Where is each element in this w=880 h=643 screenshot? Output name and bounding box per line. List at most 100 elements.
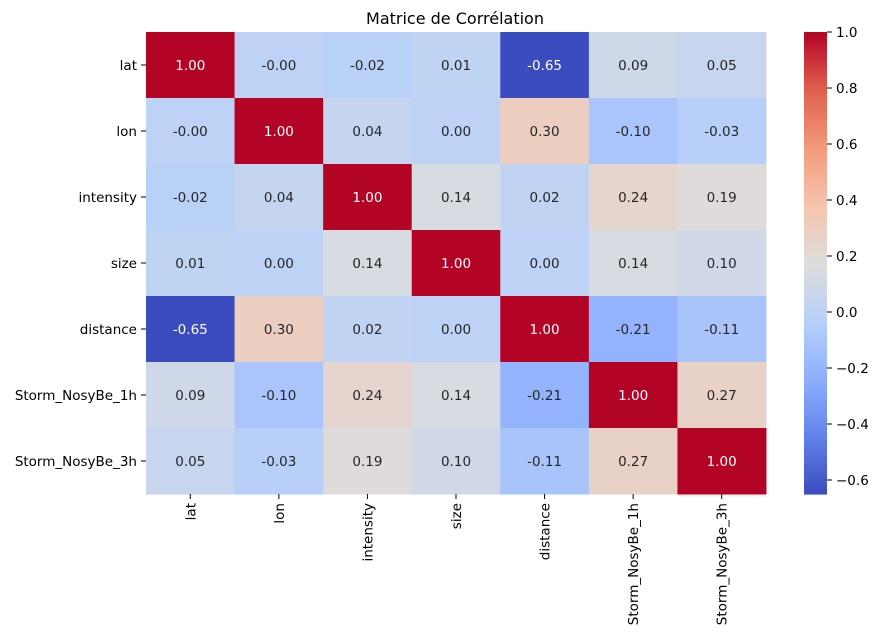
colorbar-segment (804, 286, 827, 291)
heatmap-cell-lat-lat (146, 32, 236, 99)
colorbar-segment (804, 143, 827, 149)
colorbar-segment (804, 432, 827, 437)
colorbar-segment (804, 43, 827, 48)
heatmap-cell-lon-size (411, 98, 501, 165)
colorbar-segment (804, 247, 827, 253)
colorbar-segment (804, 486, 827, 491)
heatmap-cell-Storm_NosyBe_1h-intensity (323, 362, 413, 429)
cell-value-label: 0.01 (441, 58, 471, 74)
colorbar-segment (804, 162, 827, 168)
colorbar-segment (804, 93, 827, 99)
colorbar-segment (804, 47, 827, 52)
y-tick-label: Storm_NosyBe_3h (15, 454, 137, 470)
heatmap-cell-intensity-Storm_NosyBe_1h (588, 164, 678, 231)
heatmap-cell-Storm_NosyBe_3h-Storm_NosyBe_3h (677, 428, 767, 495)
colorbar-segment (804, 343, 827, 349)
colorbar-segment (804, 409, 827, 414)
heatmap-cell-distance-distance (500, 296, 590, 363)
colorbar-segment (804, 390, 827, 395)
colorbar-segment (804, 255, 827, 260)
colorbar-segment (804, 101, 827, 106)
x-axis: lat lon intensity size distance Storm_NosyBe_… (183, 494, 731, 625)
y-tick-label: intensity (78, 190, 137, 206)
colorbar-segment (804, 393, 827, 399)
heatmap-cell-size-lon (234, 230, 324, 297)
colorbar-segment (804, 382, 827, 387)
colorbar-segment (804, 193, 827, 199)
cell-value-label: 1.00 (352, 190, 382, 206)
chart-title: Matrice de Corrélation (366, 9, 544, 28)
colorbar-segment (804, 151, 827, 156)
heatmap-cell-lat-lon (234, 32, 324, 99)
colorbar-segment (804, 340, 827, 345)
cell-value-label: 0.19 (352, 454, 382, 470)
colorbar-segment (804, 386, 827, 391)
colorbar-segment (804, 120, 827, 125)
heatmap-cell-size-lat (146, 230, 236, 297)
colorbar-segment (804, 116, 827, 122)
cell-value-label: 0.05 (707, 58, 737, 74)
x-tick-label: Storm_NosyBe_1h (626, 503, 642, 625)
cell-value-label: 0.04 (352, 124, 382, 140)
x-tick-label: size (449, 503, 465, 529)
cell-value-label: -0.03 (704, 124, 739, 140)
heatmap-cell-Storm_NosyBe_1h-size (411, 362, 501, 429)
colorbar-segment (804, 328, 827, 333)
colorbar-segment (804, 155, 827, 160)
cell-value-label: 0.02 (530, 190, 560, 206)
heatmap-cell-intensity-distance (500, 164, 590, 231)
colorbar-segment (804, 436, 827, 441)
colorbar-segment (804, 78, 827, 83)
cell-value-label: 0.14 (441, 190, 471, 206)
heatmap-cell-lat-intensity (323, 32, 413, 99)
colorbar-segment (804, 440, 827, 445)
colorbar-segment (804, 359, 827, 364)
colorbar-segment (804, 490, 827, 495)
heatmap-cell-lon-lat (146, 98, 236, 165)
heatmap-cell-distance-Storm_NosyBe_1h (588, 296, 678, 363)
heatmap-cell-lon-Storm_NosyBe_1h (588, 98, 678, 165)
cell-value-label: 0.14 (441, 388, 471, 404)
cell-value-label: -0.03 (261, 454, 296, 470)
heatmap-cell-Storm_NosyBe_1h-Storm_NosyBe_3h (677, 362, 767, 429)
heatmap-cell-Storm_NosyBe_3h-distance (500, 428, 590, 495)
colorbar-segment (804, 135, 827, 141)
cell-value-label: -0.11 (704, 322, 739, 338)
colorbar-segment (804, 58, 827, 64)
colorbar-segment (804, 413, 827, 418)
colorbar-segment (804, 236, 827, 241)
cell-value-label: -0.21 (527, 388, 562, 404)
colorbar-segment (804, 355, 827, 360)
cell-value-label: 0.27 (707, 388, 737, 404)
colorbar-segment (804, 243, 827, 249)
colorbar-segment (804, 420, 827, 426)
colorbar-segment (804, 324, 827, 330)
colorbar-segment (804, 297, 827, 303)
colorbar-segment (804, 424, 827, 430)
heatmap-cell-lat-distance (500, 32, 590, 99)
colorbar-segment (804, 474, 827, 480)
colorbar-segment (804, 470, 827, 476)
colorbar-segment (804, 459, 827, 464)
colorbar-segment (804, 147, 827, 152)
cell-value-label: 0.24 (352, 388, 382, 404)
colorbar-segment (804, 305, 827, 310)
colorbar-segment (804, 428, 827, 433)
cell-value-label: 0.00 (530, 256, 560, 272)
colorbar-segment (804, 189, 827, 195)
heatmap-cell-intensity-lat (146, 164, 236, 231)
colorbar-segment (804, 363, 827, 368)
colorbar-segment (804, 212, 827, 218)
colorbar-segment (804, 347, 827, 353)
colorbar-tick-label: −0.2 (836, 361, 869, 377)
colorbar-segment (804, 139, 827, 145)
heatmap-cell-Storm_NosyBe_3h-intensity (323, 428, 413, 495)
heatmap-cell-distance-Storm_NosyBe_3h (677, 296, 767, 363)
heatmap-cell-Storm_NosyBe_3h-Storm_NosyBe_1h (588, 428, 678, 495)
heatmap-cell-size-size (411, 230, 501, 297)
colorbar: 1.0 0.8 0.6 0.4 0.2 0.0 −0.2 −0.4 −0.6 (804, 25, 869, 495)
cell-value-label: 0.00 (264, 256, 294, 272)
cell-value-label: 1.00 (264, 124, 294, 140)
cell-value-label: 1.00 (175, 58, 205, 74)
